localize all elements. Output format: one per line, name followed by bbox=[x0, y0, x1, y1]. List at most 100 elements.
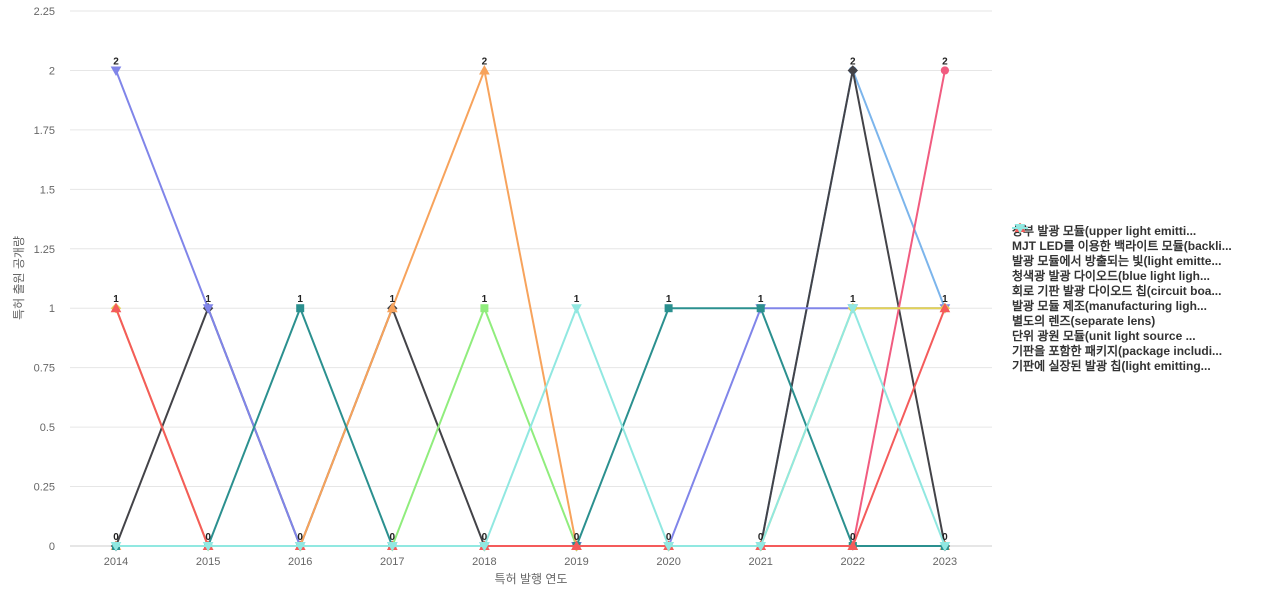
series-lines bbox=[110, 64, 951, 552]
legend-item[interactable]: 발광 모듈에서 방출되는 빛(light emitte... bbox=[1012, 224, 1277, 268]
x-tick-label: 2015 bbox=[196, 556, 220, 568]
data-point[interactable] bbox=[386, 302, 398, 313]
data-label: 2 bbox=[850, 56, 856, 67]
y-tick-label: 0.25 bbox=[34, 482, 55, 494]
data-point[interactable] bbox=[110, 542, 122, 552]
data-point[interactable] bbox=[664, 304, 673, 313]
data-point[interactable] bbox=[202, 542, 214, 552]
x-tick-label: 2021 bbox=[748, 556, 772, 568]
data-label: 1 bbox=[205, 294, 211, 305]
y-tick-label: 1 bbox=[49, 303, 55, 315]
legend-label: 발광 모듈 제조(manufacturing ligh... bbox=[1012, 299, 1207, 313]
y-tick-label: 1.75 bbox=[34, 125, 55, 137]
data-label: 1 bbox=[574, 294, 580, 305]
data-point[interactable] bbox=[294, 542, 306, 552]
legend-item[interactable]: 회로 기판 발광 다이오드 칩(circuit boa... bbox=[1012, 224, 1277, 298]
y-tick-label: 1.5 bbox=[40, 184, 55, 196]
legend-item[interactable]: 단위 광원 모듈(unit light source ... bbox=[1012, 224, 1277, 343]
legend-label: MJT LED를 이용한 백라이트 모듈(backli... bbox=[1012, 239, 1232, 253]
data-label: 1 bbox=[297, 294, 303, 305]
legend: 상부 발광 모듈(upper light emitti... MJT LED를 이… bbox=[1012, 223, 1277, 373]
data-point[interactable] bbox=[110, 302, 122, 313]
data-label: 0 bbox=[390, 532, 396, 543]
data-label: 0 bbox=[758, 532, 764, 543]
data-label: 1 bbox=[666, 294, 672, 305]
data-labels: 2 1 0 1 0 1 0 1 0 2 1 0 1 0 1 0 1 0 2 1 0 2 1 0 bbox=[113, 56, 948, 543]
data-point[interactable] bbox=[571, 304, 582, 314]
legend-item[interactable]: 상부 발광 모듈(upper light emitti... bbox=[1012, 223, 1277, 238]
data-label: 2 bbox=[113, 56, 119, 67]
legend-item[interactable]: 기판을 포함한 패키지(package includi... bbox=[1012, 223, 1277, 358]
data-label: 0 bbox=[666, 532, 672, 543]
data-label: 0 bbox=[297, 532, 303, 543]
data-point[interactable] bbox=[755, 542, 767, 552]
data-label: 0 bbox=[574, 532, 580, 543]
data-label: 2 bbox=[942, 56, 948, 67]
data-label: 1 bbox=[850, 294, 856, 305]
data-point[interactable] bbox=[847, 65, 859, 76]
legend-marker-shape[interactable] bbox=[1014, 224, 1026, 233]
legend-label: 상부 발광 모듈(upper light emitti... bbox=[1012, 224, 1197, 238]
x-tick-label: 2023 bbox=[933, 556, 957, 568]
data-label: 2 bbox=[482, 56, 488, 67]
legend-label: 발광 모듈에서 방출되는 빛(light emitte... bbox=[1012, 254, 1222, 268]
data-point[interactable] bbox=[110, 66, 122, 76]
legend-marker-icon bbox=[1012, 224, 1028, 233]
data-label: 1 bbox=[758, 294, 764, 305]
legend-label: 기판에 실장된 발광 칩(light emitting... bbox=[1012, 359, 1211, 373]
data-point[interactable] bbox=[386, 542, 398, 552]
legend-item[interactable]: 기판에 실장된 발광 칩(light emitting... bbox=[1012, 224, 1277, 373]
legend-label: 기판을 포함한 패키지(package includi... bbox=[1012, 344, 1223, 358]
legend-item[interactable]: 청색광 발광 다이오드(blue light ligh... bbox=[1012, 223, 1277, 283]
legend-label: 회로 기판 발광 다이오드 칩(circuit boa... bbox=[1012, 284, 1222, 298]
grid-lines bbox=[70, 10, 992, 547]
x-tick-label: 2014 bbox=[104, 556, 128, 568]
data-point[interactable] bbox=[756, 304, 765, 313]
x-tick-label: 2017 bbox=[380, 556, 404, 568]
data-point[interactable] bbox=[663, 542, 674, 552]
data-label: 1 bbox=[942, 294, 948, 305]
data-label: 0 bbox=[205, 532, 211, 543]
data-label: 0 bbox=[942, 532, 948, 543]
y-tick-label: 1.25 bbox=[34, 244, 55, 256]
legend-item[interactable]: 발광 모듈 제조(manufacturing ligh... bbox=[1012, 223, 1277, 313]
y-tick-label: 2.25 bbox=[34, 6, 55, 18]
series-10 bbox=[110, 304, 951, 552]
data-label: 0 bbox=[850, 532, 856, 543]
data-point[interactable] bbox=[479, 64, 490, 75]
data-point[interactable] bbox=[939, 302, 951, 313]
x-tick-label: 2019 bbox=[564, 556, 588, 568]
legend-label: 청색광 발광 다이오드(blue light ligh... bbox=[1012, 269, 1211, 283]
legend-label: 별도의 렌즈(separate lens) bbox=[1012, 314, 1156, 328]
data-label: 1 bbox=[482, 294, 488, 305]
y-tick-label: 2 bbox=[49, 65, 55, 77]
data-point[interactable] bbox=[202, 304, 214, 314]
x-tick-label: 2016 bbox=[288, 556, 312, 568]
axes: 특허 발행 연도 특허 출원 공개량 0 0.25 0.5 0.75 1 1.25 1.5 1… bbox=[12, 6, 957, 586]
y-tick-label: 0.75 bbox=[34, 363, 55, 375]
data-point[interactable] bbox=[296, 304, 305, 313]
x-tick-label: 2018 bbox=[472, 556, 496, 568]
data-label: 0 bbox=[113, 532, 119, 543]
data-label: 1 bbox=[113, 294, 119, 305]
legend-label: 단위 광원 모듈(unit light source ... bbox=[1012, 329, 1196, 343]
legend-item[interactable]: 별도의 렌즈(separate lens) bbox=[1012, 223, 1277, 328]
data-label: 1 bbox=[390, 294, 396, 305]
data-point[interactable] bbox=[940, 66, 950, 75]
y-axis-title: 특허 출원 공개량 bbox=[12, 236, 26, 320]
y-tick-label: 0 bbox=[49, 541, 55, 553]
data-label: 0 bbox=[482, 532, 488, 543]
x-axis-title: 특허 발행 연도 bbox=[495, 571, 568, 586]
data-point[interactable] bbox=[939, 542, 951, 552]
x-tick-label: 2022 bbox=[841, 556, 865, 568]
y-tick-label: 0.5 bbox=[40, 422, 55, 434]
data-point[interactable] bbox=[847, 540, 859, 550]
data-point[interactable] bbox=[480, 304, 489, 313]
legend-item[interactable]: MJT LED를 이용한 백라이트 모듈(backli... bbox=[1012, 223, 1277, 253]
data-point[interactable] bbox=[571, 540, 582, 550]
data-point[interactable] bbox=[479, 542, 490, 552]
data-point[interactable] bbox=[847, 304, 859, 314]
series-line[interactable] bbox=[116, 307, 946, 547]
